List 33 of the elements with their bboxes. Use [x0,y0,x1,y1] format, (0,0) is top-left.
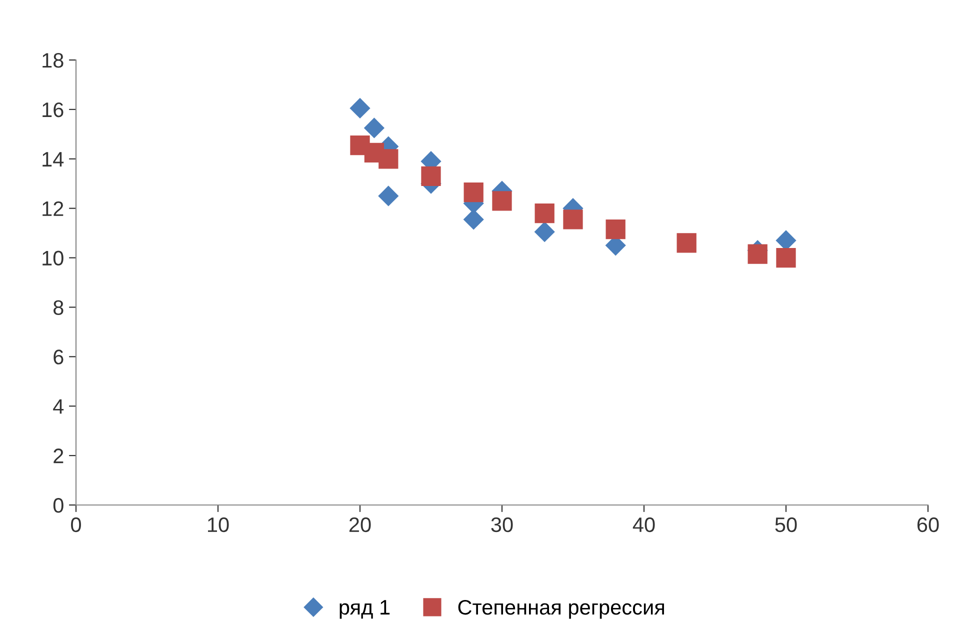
x-tick-label: 20 [349,517,371,532]
y-tick-label: 6 [54,350,64,364]
x-tick-label: 30 [491,517,513,532]
x-tick-label: 60 [917,517,939,532]
point [776,248,796,268]
point [364,118,384,138]
y-tick-label: 8 [54,300,64,315]
point [463,209,484,230]
point [378,149,398,169]
point [350,98,370,119]
legend-label: ряд 1 [340,600,390,619]
y-tick-label: 12 [42,201,64,216]
y-tick-label: 18 [42,53,64,68]
y-tick-label: 2 [54,448,64,464]
point [563,210,583,230]
y-tick-label: 4 [53,399,64,414]
y-tick-label: 14 [42,152,64,166]
point [421,166,441,186]
legend-label: Степенная регрессия [458,600,664,619]
y-tick-label: 10 [42,250,64,266]
y-tick-label: 16 [42,102,64,118]
point [378,186,399,206]
point [534,203,554,224]
point [492,191,512,211]
x-tick-label: 0 [71,517,81,532]
x-tick-label: 40 [632,517,655,532]
point [606,220,626,240]
point [676,233,696,253]
point [464,182,484,202]
y-tick-label: 0 [53,498,64,513]
x-tick-label: 50 [775,517,797,532]
x-tick-label: 10 [208,517,229,532]
point [534,222,555,242]
